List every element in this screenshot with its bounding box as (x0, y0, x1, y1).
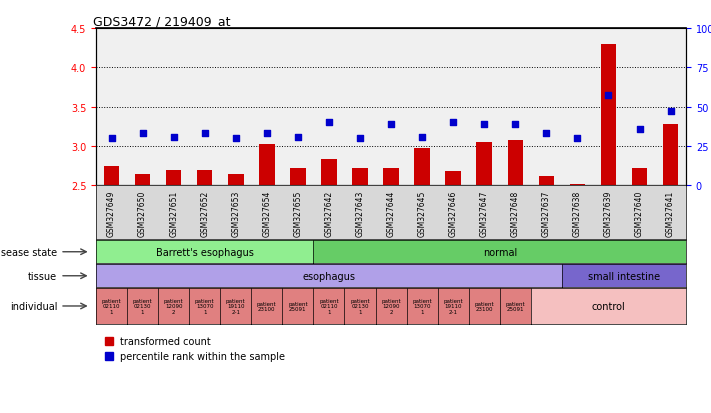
Bar (166, 170, 181, 186)
Text: GSM327643: GSM327643 (356, 190, 365, 236)
Text: patient
02110
1: patient 02110 1 (319, 298, 338, 315)
Point (479, 121, 490, 128)
Text: GSM327651: GSM327651 (169, 190, 178, 236)
Text: GSM327646: GSM327646 (449, 190, 458, 236)
Point (634, 126, 645, 133)
Point (324, 120, 335, 126)
Point (385, 121, 397, 128)
Bar (415, 149, 430, 186)
Bar (135, 174, 150, 186)
Point (137, 130, 149, 137)
Bar (104, 166, 119, 186)
Point (447, 120, 459, 126)
Text: patient
13070
1: patient 13070 1 (195, 298, 215, 315)
Text: GSM327648: GSM327648 (510, 190, 520, 236)
Point (417, 134, 428, 140)
Text: patient
02130
1: patient 02130 1 (133, 298, 152, 315)
Text: GSM327642: GSM327642 (324, 190, 333, 236)
Point (168, 134, 179, 140)
Legend: transformed count, percentile rank within the sample: transformed count, percentile rank withi… (101, 333, 289, 366)
Text: patient
12090
2: patient 12090 2 (164, 298, 183, 315)
Bar (632, 169, 647, 186)
Text: esophagus: esophagus (302, 271, 356, 281)
Text: patient
25091: patient 25091 (506, 301, 525, 312)
Text: normal: normal (483, 247, 517, 257)
Text: patient
19110
2-1: patient 19110 2-1 (226, 298, 245, 315)
Point (292, 134, 304, 140)
Point (665, 108, 676, 114)
Point (510, 121, 521, 128)
Text: GSM327655: GSM327655 (294, 190, 302, 236)
Point (572, 135, 583, 142)
Text: GSM327640: GSM327640 (635, 190, 644, 236)
Bar (445, 172, 461, 186)
Text: patient
02110
1: patient 02110 1 (102, 298, 122, 315)
Text: GSM327649: GSM327649 (107, 190, 116, 236)
Text: GSM327650: GSM327650 (138, 190, 147, 236)
Point (199, 130, 210, 137)
Text: GSM327653: GSM327653 (231, 190, 240, 236)
Point (230, 135, 242, 142)
Bar (197, 170, 213, 186)
Text: disease state: disease state (0, 247, 58, 257)
Text: patient
23100: patient 23100 (257, 301, 277, 312)
Text: patient
23100: patient 23100 (474, 301, 494, 312)
Text: GSM327647: GSM327647 (480, 190, 488, 236)
Point (603, 92, 614, 99)
Text: GSM327639: GSM327639 (604, 190, 613, 236)
Bar (663, 125, 678, 186)
Text: GSM327637: GSM327637 (542, 190, 551, 236)
Bar (290, 169, 306, 186)
Text: small intestine: small intestine (588, 271, 660, 281)
Point (354, 135, 365, 142)
Bar (601, 45, 616, 186)
Bar (539, 176, 554, 186)
Text: GSM327652: GSM327652 (201, 190, 209, 236)
Bar (321, 159, 337, 186)
Bar (352, 169, 368, 186)
Text: patient
02130
1: patient 02130 1 (351, 298, 370, 315)
Bar (259, 145, 274, 186)
Bar (228, 174, 243, 186)
Text: tissue: tissue (28, 271, 58, 281)
Point (540, 130, 552, 137)
Bar (476, 143, 492, 186)
Text: GSM327645: GSM327645 (417, 190, 427, 236)
Text: GSM327644: GSM327644 (387, 190, 395, 236)
Text: patient
13070
1: patient 13070 1 (412, 298, 432, 315)
Text: GSM327641: GSM327641 (666, 190, 675, 236)
Text: patient
12090
2: patient 12090 2 (381, 298, 401, 315)
Text: control: control (592, 301, 626, 311)
Text: Barrett's esophagus: Barrett's esophagus (156, 247, 254, 257)
Text: individual: individual (10, 301, 58, 311)
Text: GSM327654: GSM327654 (262, 190, 272, 236)
Text: patient
25091: patient 25091 (288, 301, 308, 312)
Point (261, 130, 272, 137)
Bar (570, 184, 585, 186)
Text: patient
19110
2-1: patient 19110 2-1 (444, 298, 463, 315)
Bar (383, 169, 399, 186)
Point (106, 135, 117, 142)
Text: GDS3472 / 219409_at: GDS3472 / 219409_at (93, 15, 230, 28)
Bar (508, 140, 523, 186)
Text: GSM327638: GSM327638 (573, 190, 582, 236)
